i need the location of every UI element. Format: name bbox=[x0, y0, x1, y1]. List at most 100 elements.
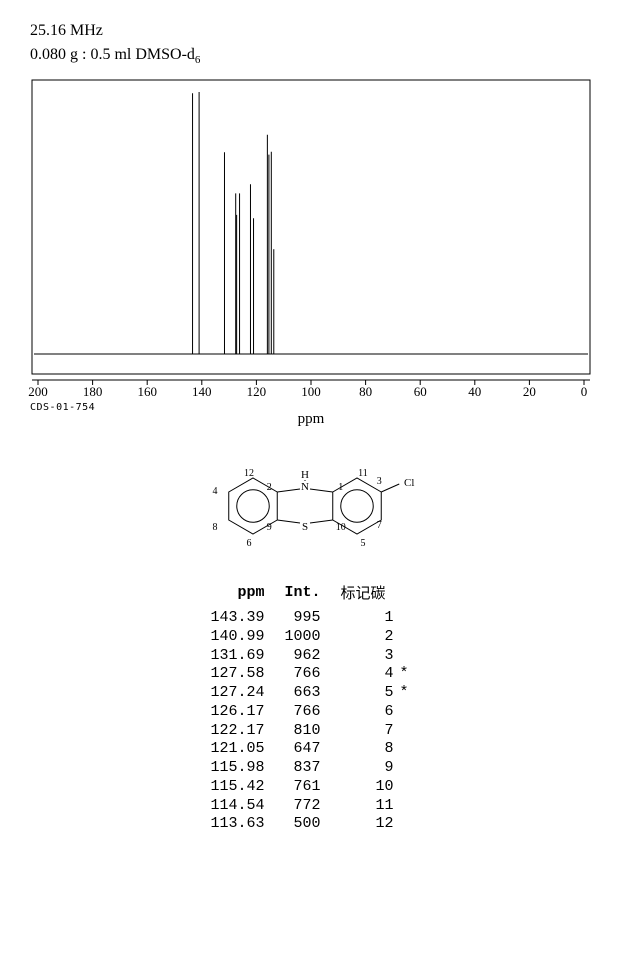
table-row: 127.246635* bbox=[200, 684, 421, 703]
cell-ppm: 126.17 bbox=[200, 703, 274, 722]
col-star bbox=[396, 582, 422, 609]
table-header-row: ppm Int. 标记碳 bbox=[200, 582, 421, 609]
table-row: 115.988379 bbox=[200, 759, 421, 778]
svg-text:12: 12 bbox=[244, 468, 254, 479]
cell-star bbox=[396, 778, 422, 797]
cell-star bbox=[396, 759, 422, 778]
table-row: 131.699623 bbox=[200, 647, 421, 666]
peak-table: ppm Int. 标记碳 143.399951140.9910002131.69… bbox=[200, 582, 421, 834]
cell-star bbox=[396, 628, 422, 647]
col-ppm: ppm bbox=[200, 582, 274, 609]
cell-ppm: 131.69 bbox=[200, 647, 274, 666]
svg-text:S: S bbox=[302, 521, 308, 533]
cell-star bbox=[396, 647, 422, 666]
cell-ppm: 115.42 bbox=[200, 778, 274, 797]
svg-text:160: 160 bbox=[137, 384, 157, 399]
cell-assign: 1 bbox=[331, 609, 396, 628]
svg-text:N: N bbox=[301, 481, 309, 493]
cell-ppm: 122.17 bbox=[200, 722, 274, 741]
table-row: 143.399951 bbox=[200, 609, 421, 628]
table-row: 121.056478 bbox=[200, 740, 421, 759]
cell-int: 1000 bbox=[274, 628, 330, 647]
svg-text:5: 5 bbox=[361, 538, 366, 549]
cell-ppm: 115.98 bbox=[200, 759, 274, 778]
axis-label-ppm: ppm bbox=[20, 411, 602, 428]
svg-text:Cl: Cl bbox=[404, 477, 414, 489]
header-frequency: 25.16 MHz bbox=[30, 22, 602, 40]
svg-text:40: 40 bbox=[468, 384, 481, 399]
cell-int: 766 bbox=[274, 665, 330, 684]
cell-int: 761 bbox=[274, 778, 330, 797]
cell-int: 995 bbox=[274, 609, 330, 628]
cell-star bbox=[396, 740, 422, 759]
table-row: 122.178107 bbox=[200, 722, 421, 741]
svg-text:20: 20 bbox=[523, 384, 536, 399]
svg-text:7: 7 bbox=[377, 520, 382, 531]
table-row: 114.5477211 bbox=[200, 797, 421, 816]
svg-text:10: 10 bbox=[336, 522, 346, 533]
cell-ppm: 127.58 bbox=[200, 665, 274, 684]
svg-text:180: 180 bbox=[83, 384, 103, 399]
table-row: 115.4276110 bbox=[200, 778, 421, 797]
svg-text:1: 1 bbox=[338, 482, 343, 493]
cell-int: 810 bbox=[274, 722, 330, 741]
svg-text:80: 80 bbox=[359, 384, 372, 399]
cell-ppm: 113.63 bbox=[200, 815, 274, 834]
svg-text:2: 2 bbox=[267, 482, 272, 493]
cell-int: 663 bbox=[274, 684, 330, 703]
col-int: Int. bbox=[274, 582, 330, 609]
cell-int: 837 bbox=[274, 759, 330, 778]
svg-text:100: 100 bbox=[301, 384, 321, 399]
col-assign: 标记碳 bbox=[331, 582, 396, 609]
cell-star: * bbox=[396, 665, 422, 684]
cell-star bbox=[396, 609, 422, 628]
svg-text:H: H bbox=[301, 469, 309, 481]
cell-int: 962 bbox=[274, 647, 330, 666]
cell-assign: 11 bbox=[331, 797, 396, 816]
cell-star bbox=[396, 797, 422, 816]
svg-text:6: 6 bbox=[247, 538, 252, 549]
cell-assign: 4 bbox=[331, 665, 396, 684]
cell-star bbox=[396, 703, 422, 722]
header-sample-sub: 6 bbox=[195, 54, 201, 66]
svg-text:4: 4 bbox=[213, 486, 218, 497]
header-sample: 0.080 g : 0.5 ml DMSO-d6 bbox=[30, 46, 602, 66]
cell-assign: 6 bbox=[331, 703, 396, 722]
table-row: 113.6350012 bbox=[200, 815, 421, 834]
cell-ppm: 114.54 bbox=[200, 797, 274, 816]
chemical-structure: NHSCl111375102124869 bbox=[171, 434, 451, 574]
cell-assign: 8 bbox=[331, 740, 396, 759]
cell-assign: 12 bbox=[331, 815, 396, 834]
cell-star bbox=[396, 815, 422, 834]
svg-text:3: 3 bbox=[377, 476, 382, 487]
svg-text:0: 0 bbox=[581, 384, 588, 399]
svg-text:140: 140 bbox=[192, 384, 212, 399]
header-sample-text: 0.080 g : 0.5 ml DMSO-d bbox=[30, 46, 195, 63]
cell-int: 500 bbox=[274, 815, 330, 834]
cell-assign: 2 bbox=[331, 628, 396, 647]
cell-star bbox=[396, 722, 422, 741]
svg-text:60: 60 bbox=[414, 384, 427, 399]
svg-text:120: 120 bbox=[247, 384, 267, 399]
table-row: 127.587664* bbox=[200, 665, 421, 684]
cell-assign: 3 bbox=[331, 647, 396, 666]
svg-text:11: 11 bbox=[358, 468, 368, 479]
svg-text:8: 8 bbox=[213, 522, 218, 533]
cell-int: 647 bbox=[274, 740, 330, 759]
cell-assign: 10 bbox=[331, 778, 396, 797]
cell-ppm: 121.05 bbox=[200, 740, 274, 759]
cell-assign: 7 bbox=[331, 722, 396, 741]
svg-text:200: 200 bbox=[28, 384, 48, 399]
cell-ppm: 127.24 bbox=[200, 684, 274, 703]
table-row: 140.9910002 bbox=[200, 628, 421, 647]
cell-int: 766 bbox=[274, 703, 330, 722]
cell-ppm: 143.39 bbox=[200, 609, 274, 628]
cell-assign: 9 bbox=[331, 759, 396, 778]
cell-assign: 5 bbox=[331, 684, 396, 703]
svg-text:9: 9 bbox=[267, 522, 272, 533]
table-row: 126.177666 bbox=[200, 703, 421, 722]
cell-ppm: 140.99 bbox=[200, 628, 274, 647]
cell-star: * bbox=[396, 684, 422, 703]
nmr-spectrum: 200180160140120100806040200 bbox=[22, 74, 600, 414]
cell-int: 772 bbox=[274, 797, 330, 816]
